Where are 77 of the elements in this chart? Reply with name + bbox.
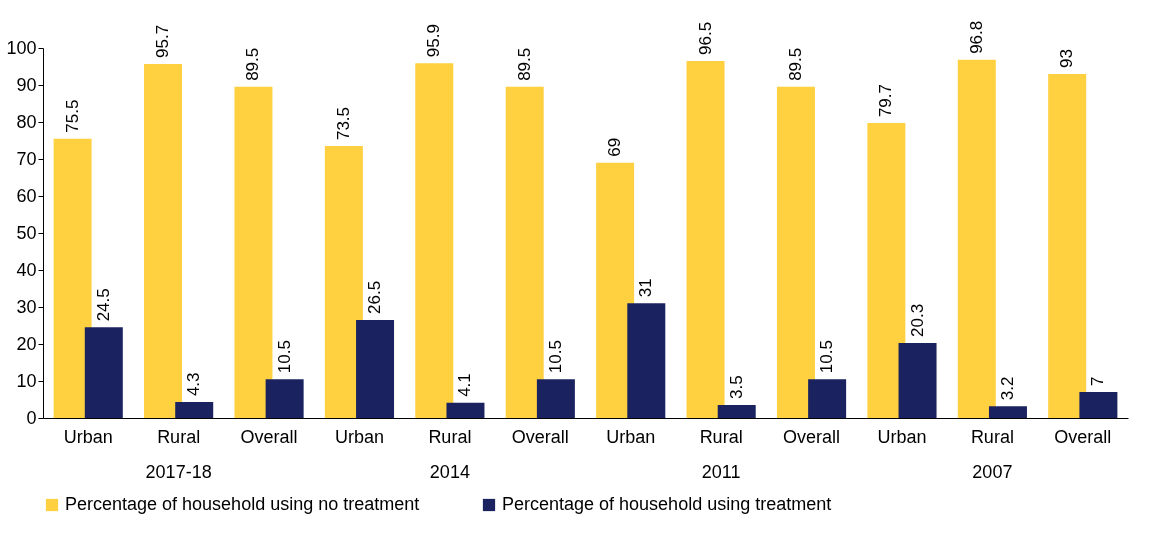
data-label: 89.5 [514, 47, 534, 81]
y-tick-label: 30 [16, 296, 37, 317]
data-label: 73.5 [333, 106, 353, 141]
data-label: 10.5 [545, 340, 565, 374]
x-tick-label: Overall [511, 426, 569, 447]
x-tick-label: Rural [699, 426, 743, 447]
y-tick-label: 0 [26, 407, 37, 428]
bar [234, 86, 273, 418]
data-label: 3.5 [726, 375, 746, 400]
bar [53, 138, 92, 418]
bar [415, 63, 454, 418]
text: 2014 [429, 462, 470, 482]
y-tick-label: 90 [16, 74, 37, 95]
bar [324, 146, 363, 418]
data-label: 75.5 [62, 99, 82, 133]
data-label: 24.5 [93, 288, 113, 322]
x-tick-label: Overall [1054, 426, 1112, 447]
x-tick-label: Rural [970, 426, 1014, 447]
text: 2017-18 [145, 462, 212, 482]
bar [717, 405, 756, 418]
x-tick-label: Urban [877, 426, 927, 447]
x-tick-label: Urban [606, 426, 656, 447]
bar [175, 402, 214, 418]
data-label: 20.3 [907, 303, 927, 337]
x-tick-label: Rural [428, 426, 472, 447]
legend-label: Percentage of household using no treatment [65, 494, 420, 514]
bar [627, 303, 666, 418]
data-label: 26.5 [365, 280, 385, 314]
data-label: 10.5 [274, 340, 294, 374]
y-tick-label: 50 [16, 222, 37, 243]
bar [1048, 73, 1087, 418]
data-label: 69 [605, 137, 625, 157]
bar [776, 86, 815, 418]
data-label: 7 [1088, 376, 1108, 387]
bar [957, 59, 996, 418]
bar [265, 379, 304, 418]
x-tick-label: Rural [157, 426, 201, 447]
bar [144, 63, 183, 418]
legend-label: Percentage of household using treatment [502, 494, 832, 514]
x-tick-label: Urban [63, 426, 113, 447]
y-tick-label: 80 [16, 111, 37, 132]
bar [808, 379, 847, 418]
bar [84, 327, 123, 418]
bar [898, 342, 937, 418]
data-label: 79.7 [876, 84, 896, 118]
data-label: 96.5 [695, 21, 715, 55]
bar [686, 60, 725, 418]
y-tick-label: 70 [16, 148, 37, 169]
data-label: 4.3 [184, 372, 204, 397]
text: 2007 [972, 462, 1013, 482]
data-label: 95.7 [153, 24, 173, 58]
y-tick-label: 60 [16, 185, 37, 206]
data-label: 4.1 [455, 373, 475, 397]
y-tick-label: 20 [16, 333, 37, 354]
data-label: 89.5 [785, 47, 805, 81]
y-tick-label: 10 [16, 370, 37, 391]
data-label: 31 [636, 278, 656, 298]
x-tick-label: Overall [783, 426, 841, 447]
data-label: 89.5 [243, 47, 263, 81]
bar [988, 406, 1027, 418]
data-label: 96.8 [966, 20, 986, 54]
bar [356, 319, 395, 418]
bar [446, 402, 485, 418]
x-tick-label: Urban [334, 426, 384, 447]
data-label: 10.5 [817, 340, 837, 374]
data-label: 95.9 [424, 24, 444, 58]
text: 2011 [701, 462, 741, 482]
data-label: 3.2 [997, 376, 1017, 401]
x-tick-label: Overall [240, 426, 298, 447]
bar [1079, 392, 1118, 418]
y-tick-label: 100 [6, 37, 37, 58]
y-tick-label: 40 [16, 259, 37, 280]
bar [867, 123, 906, 418]
bar [536, 379, 575, 418]
bar [596, 162, 635, 418]
data-label: 93 [1057, 48, 1077, 68]
bar [505, 86, 544, 418]
